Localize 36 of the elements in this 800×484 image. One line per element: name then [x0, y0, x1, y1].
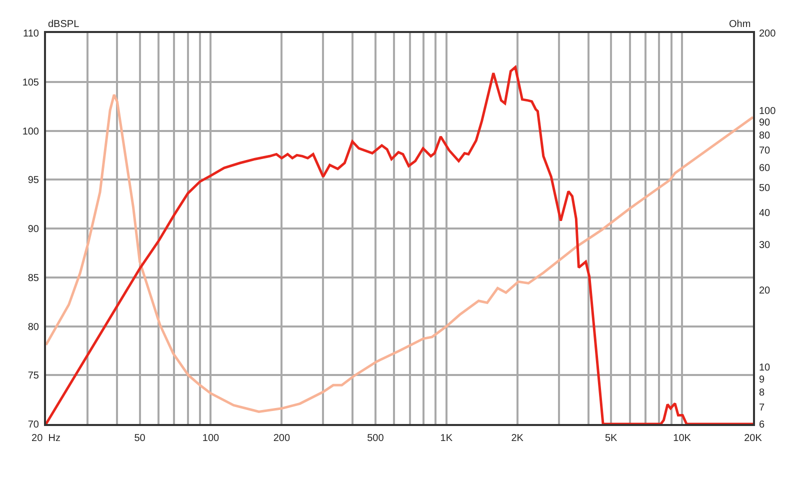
y-tick-label: 7	[759, 402, 765, 414]
x-tick-label: 100	[202, 433, 220, 444]
y2-tick-label: 85	[28, 272, 40, 284]
y-axis-title: Ohm	[729, 19, 751, 30]
x-tick-label: 50	[134, 433, 146, 444]
y-tick-label: 30	[759, 240, 771, 252]
y-tick-label: 6	[759, 420, 765, 430]
y-tick-label: 10	[759, 362, 771, 374]
y-tick-label: 100	[759, 106, 776, 117]
y2-tick-label: 80	[28, 322, 40, 333]
x-tick-label: 1K	[440, 433, 453, 444]
y2-tick-label: 105	[22, 77, 40, 88]
x-tick-label: 500	[367, 433, 384, 444]
x-tick-label: 5K	[604, 433, 618, 444]
y2-tick-label: 70	[28, 420, 40, 430]
y2-tick-label: 100	[22, 126, 40, 138]
y2-axis-title: dBSPL	[48, 19, 80, 30]
y-tick-label: 50	[759, 183, 771, 194]
y-tick-label: 60	[759, 162, 771, 174]
y-tick-label: 80	[759, 130, 771, 142]
y-tick-label: 40	[759, 208, 771, 219]
y-tick-label: 9	[759, 374, 765, 386]
y-tick-label: 200	[759, 28, 776, 40]
y-tick-label: 70	[759, 146, 771, 157]
x-tick-label: 20K	[744, 433, 762, 444]
x-tick-label: 20 Hz	[32, 433, 60, 444]
y-tick-label: 20	[759, 285, 771, 296]
x-tick-label: 10K	[673, 433, 692, 444]
y2-tick-label: 95	[28, 175, 40, 186]
y-tick-label: 8	[759, 387, 765, 398]
y2-tick-label: 90	[28, 224, 40, 235]
y2-tick-label: 110	[23, 28, 40, 40]
x-tick-label: 200	[273, 433, 290, 444]
x-tick-label: 2K	[511, 433, 524, 444]
y2-tick-label: 75	[28, 370, 40, 382]
y-tick-label: 90	[759, 118, 771, 129]
